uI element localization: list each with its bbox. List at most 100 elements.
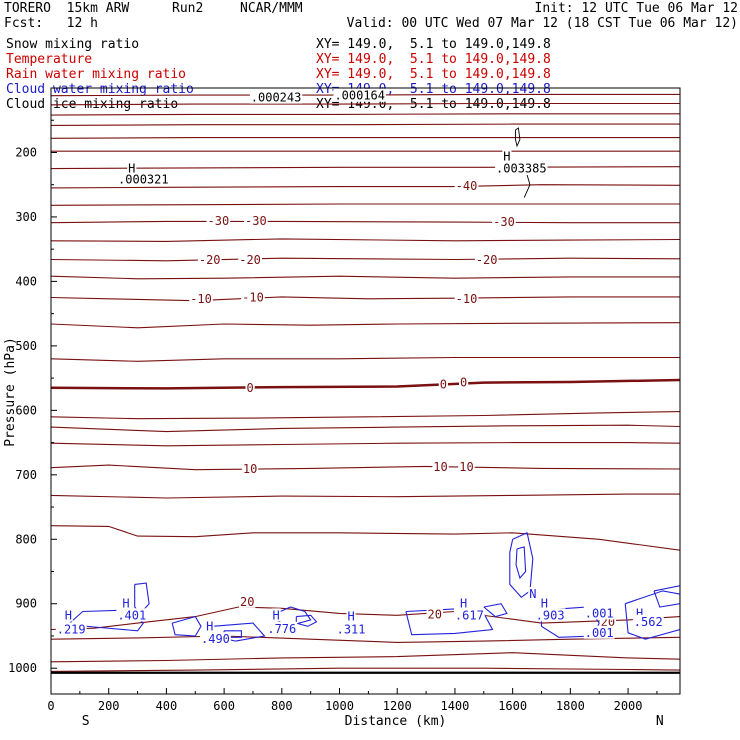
cloud-label-bg <box>335 622 367 636</box>
cloud-water-contour <box>483 603 508 618</box>
isotherm-label-bg <box>206 213 231 227</box>
isotherm-label-bg <box>454 178 479 192</box>
isotherm--40 <box>51 184 680 189</box>
isotherm-label: -30 <box>493 215 515 229</box>
y-tick-label: 200 <box>15 145 37 159</box>
ice-label-bg <box>502 149 512 163</box>
cloud-water-contour <box>171 615 202 637</box>
x-tick-label: 1800 <box>556 699 585 713</box>
header-run: Run2 <box>172 1 204 16</box>
isotherm-label-bg <box>432 460 449 474</box>
plot-frame <box>50 87 681 695</box>
y-tick-label: 300 <box>15 210 37 224</box>
ice-label: .003385 <box>496 162 547 176</box>
isotherm--30 <box>51 220 680 224</box>
cloud-label: .617 <box>455 608 484 622</box>
cloud-label-bg <box>528 587 538 601</box>
ice-label-bg <box>127 161 137 175</box>
isotherm-label-bg <box>244 213 268 227</box>
isotherm-label: 20 <box>428 608 442 622</box>
cloud-water-contour <box>509 532 534 599</box>
isotherm-label-bg <box>189 291 213 305</box>
x-tick-label: 1400 <box>440 699 469 713</box>
isotherm-label-bg <box>474 253 499 267</box>
y-tick-label: 800 <box>15 532 37 546</box>
isotherm-label-bg <box>458 460 475 474</box>
isotherm--54 <box>51 123 680 126</box>
y-tick-label: 400 <box>15 274 37 288</box>
x-tick-label: 600 <box>213 699 235 713</box>
y-tick-label: 700 <box>15 468 37 482</box>
isotherm-label-bg <box>426 607 443 621</box>
isotherm--10 <box>51 296 680 302</box>
cloud-label: .490 <box>201 632 230 646</box>
field-name-temperature: Temperature <box>6 52 93 67</box>
cloud-label: H <box>272 608 279 622</box>
isotherm--58 <box>51 102 680 106</box>
isotherm-label-bg <box>459 375 469 389</box>
isotherm-label: 10 <box>433 460 447 474</box>
cloud-label-bg <box>635 606 645 620</box>
x-tick-label: 400 <box>156 699 178 713</box>
ice-label: H <box>503 149 510 163</box>
isotherm-label: -20 <box>476 253 498 267</box>
isotherm-label: 10 <box>459 460 473 474</box>
cloud-label-bg <box>459 596 469 610</box>
cloud-label: .562 <box>634 615 663 629</box>
label-layer: -40-30 -30 -30-20 -20 -20-10 -10 -100 0 010 10 102… <box>55 88 664 646</box>
isotherm-label-bg <box>454 291 479 305</box>
cloud-water-contour <box>653 585 680 608</box>
ice-label: .000321 <box>118 173 169 187</box>
cloud-label: N <box>529 587 536 601</box>
isotherm-label-bg <box>241 462 259 476</box>
isotherm-22 <box>51 635 680 643</box>
cloud-label-bg <box>200 632 231 646</box>
isotherm--15 <box>51 275 680 280</box>
isotherm-label: 0 <box>440 378 447 392</box>
y-tick-label: 900 <box>15 597 37 611</box>
cloud-label-bg <box>116 608 148 622</box>
cloud-label-bg <box>583 606 615 620</box>
ice-label: .000243 <box>251 91 302 105</box>
isotherm--56 <box>51 113 680 116</box>
cloud-label: .311 <box>337 623 366 637</box>
ice-label-bg <box>495 161 548 175</box>
y-tick-label: 500 <box>15 339 37 353</box>
isotherm-20 <box>51 606 680 631</box>
ice-label-bg <box>117 172 170 186</box>
ice-label-bg <box>249 90 303 104</box>
field-name-snow: Snow mixing ratio <box>6 37 140 52</box>
cloud-label-bg <box>346 609 356 623</box>
isotherm-label-bg <box>492 215 516 229</box>
cloud-ice-contour <box>515 127 521 148</box>
isotherm-label-bg <box>238 253 262 267</box>
x-tick-label: 200 <box>98 699 120 713</box>
isotherm--5 <box>51 322 680 329</box>
x-end-label-north: N <box>656 714 664 729</box>
isotherm-label: -10 <box>456 292 478 306</box>
cloud-label: H <box>65 608 72 622</box>
ice-label-bg <box>333 88 386 102</box>
isotherm-label: -20 <box>239 253 261 267</box>
cloud-label: .001 <box>585 626 614 640</box>
isotherm-5 <box>51 424 680 433</box>
y-tick-label: 600 <box>15 403 37 417</box>
header-org: NCAR/MMM <box>240 1 303 16</box>
cloud-label-bg <box>583 625 615 639</box>
header-model: TORERO 15km ARW <box>4 1 130 16</box>
field-name-rain: Rain water mixing ratio <box>6 67 187 82</box>
isotherm-layer <box>51 93 680 674</box>
cloud-label: H <box>347 610 354 624</box>
x-tick-label: 0 <box>47 699 54 713</box>
ice-label: .000164 <box>334 89 385 103</box>
isotherm-label-bg <box>239 594 256 608</box>
y-axis-title: Pressure (hPa) <box>3 337 18 447</box>
isotherm-label-bg <box>438 377 449 391</box>
isotherm-26 <box>51 667 680 672</box>
cloud-label-bg <box>534 608 566 622</box>
cloud-label: H <box>122 597 129 611</box>
isotherm--35 <box>51 203 680 206</box>
isotherm-label-bg <box>245 380 255 394</box>
isotherm-label: 10 <box>243 462 257 476</box>
cloud-label-bg <box>55 622 87 636</box>
